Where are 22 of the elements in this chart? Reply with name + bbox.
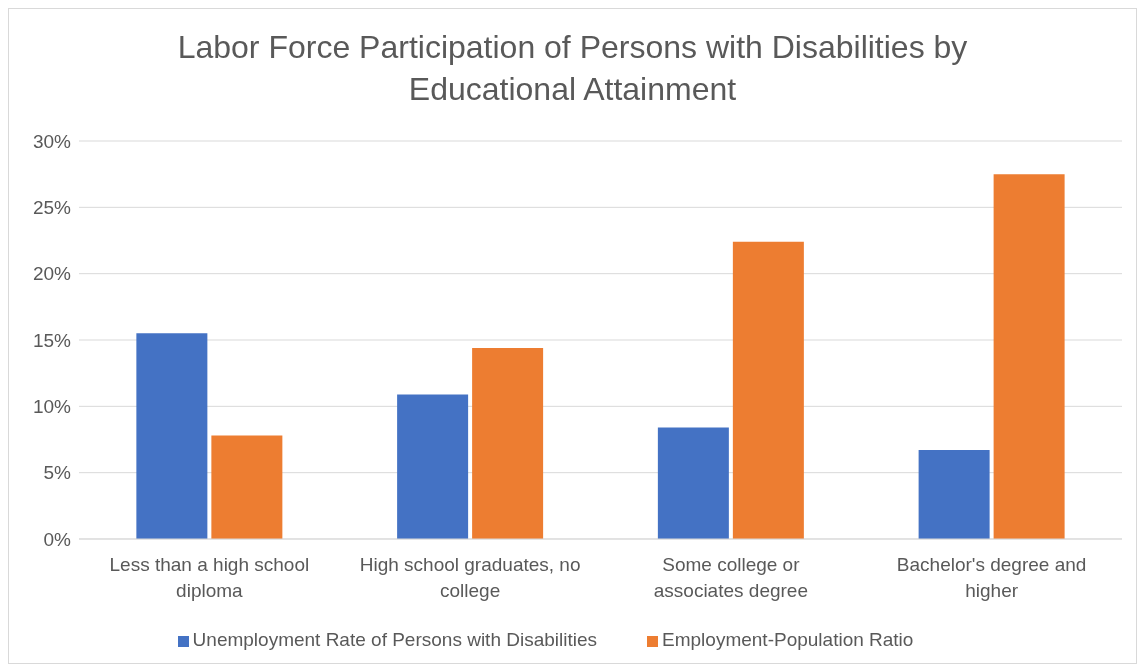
bar: [136, 333, 208, 539]
legend-label: Employment-Population Ratio: [662, 629, 914, 650]
x-tick-label: Less than a high school diploma: [109, 554, 310, 601]
bar: [472, 347, 544, 539]
bar: [993, 174, 1065, 539]
legend-label: Unemployment Rate of Persons with Disabilities: [192, 629, 598, 650]
y-tick-label: 30%: [32, 130, 72, 152]
bar: [657, 427, 729, 539]
bar: [732, 241, 804, 539]
bar: [397, 394, 469, 539]
y-tick-label: 25%: [32, 197, 72, 219]
bar: [211, 435, 283, 539]
y-tick-label: 0%: [43, 528, 72, 550]
x-tick-label: Bachelor's degree and higher: [896, 554, 1087, 601]
y-tick-label: 5%: [43, 462, 72, 484]
x-tick-label: Some college or associates degree: [653, 554, 808, 601]
y-tick-label: 20%: [32, 263, 72, 285]
bar: [918, 450, 990, 539]
y-tick-label: 15%: [32, 329, 72, 351]
x-tick-label: High school graduates, no college: [359, 554, 581, 601]
chart-title: Labor Force Participation of Persons with Disabilities by Educational Attainment: [176, 28, 969, 109]
y-tick-label: 10%: [32, 396, 72, 418]
